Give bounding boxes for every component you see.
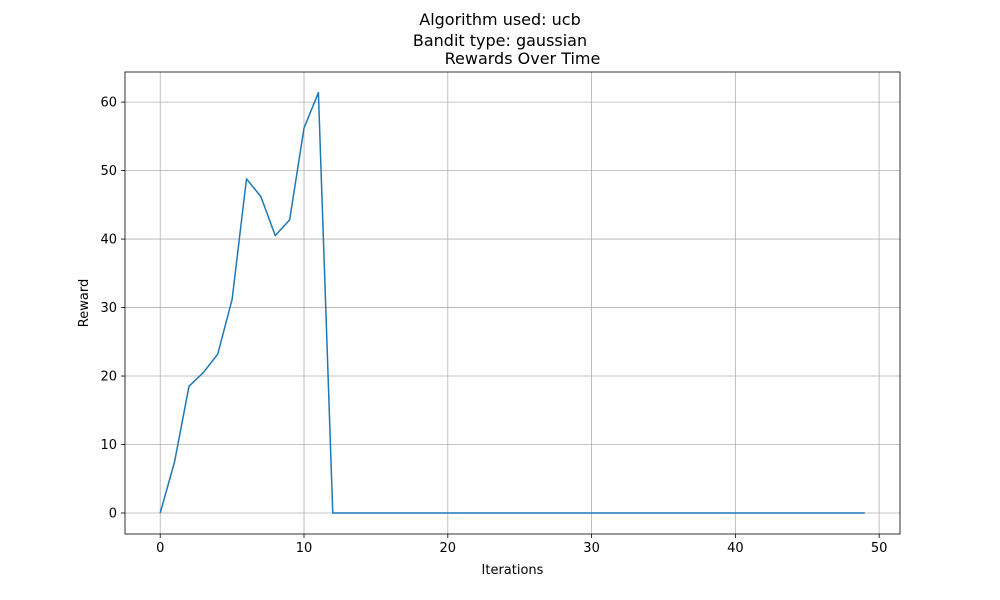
axes-frame	[124, 71, 901, 535]
x-tick-label: 30	[583, 541, 600, 556]
x-tick-label: 0	[156, 541, 164, 556]
x-tick-label: 50	[871, 541, 888, 556]
y-tick-label: 20	[100, 370, 117, 385]
y-tick-label: 10	[100, 438, 117, 453]
x-tick-label: 20	[440, 541, 457, 556]
y-tick-label: 60	[100, 96, 117, 111]
series-line	[159, 91, 865, 514]
suptitle-algorithm: Algorithm used: ucb	[419, 10, 581, 29]
suptitle-bandit-type: Bandit type: gaussian	[412, 31, 588, 50]
x-tick-label: 10	[296, 541, 313, 556]
y-tick-label: 0	[109, 506, 117, 521]
chart-title: Rewards Over Time	[445, 49, 601, 68]
x-axis-label: Iterations	[482, 563, 544, 578]
y-tick-label: 30	[100, 301, 117, 316]
series-layer	[159, 91, 865, 514]
ticks: 0 10 20 30 40 50 0 10 20 30 40 50 60	[100, 96, 887, 556]
x-tick-label: 40	[727, 541, 744, 556]
y-tick-label: 50	[100, 164, 117, 179]
y-tick-label: 40	[100, 233, 117, 248]
grid	[125, 72, 900, 534]
y-axis-label: Reward	[77, 279, 92, 327]
